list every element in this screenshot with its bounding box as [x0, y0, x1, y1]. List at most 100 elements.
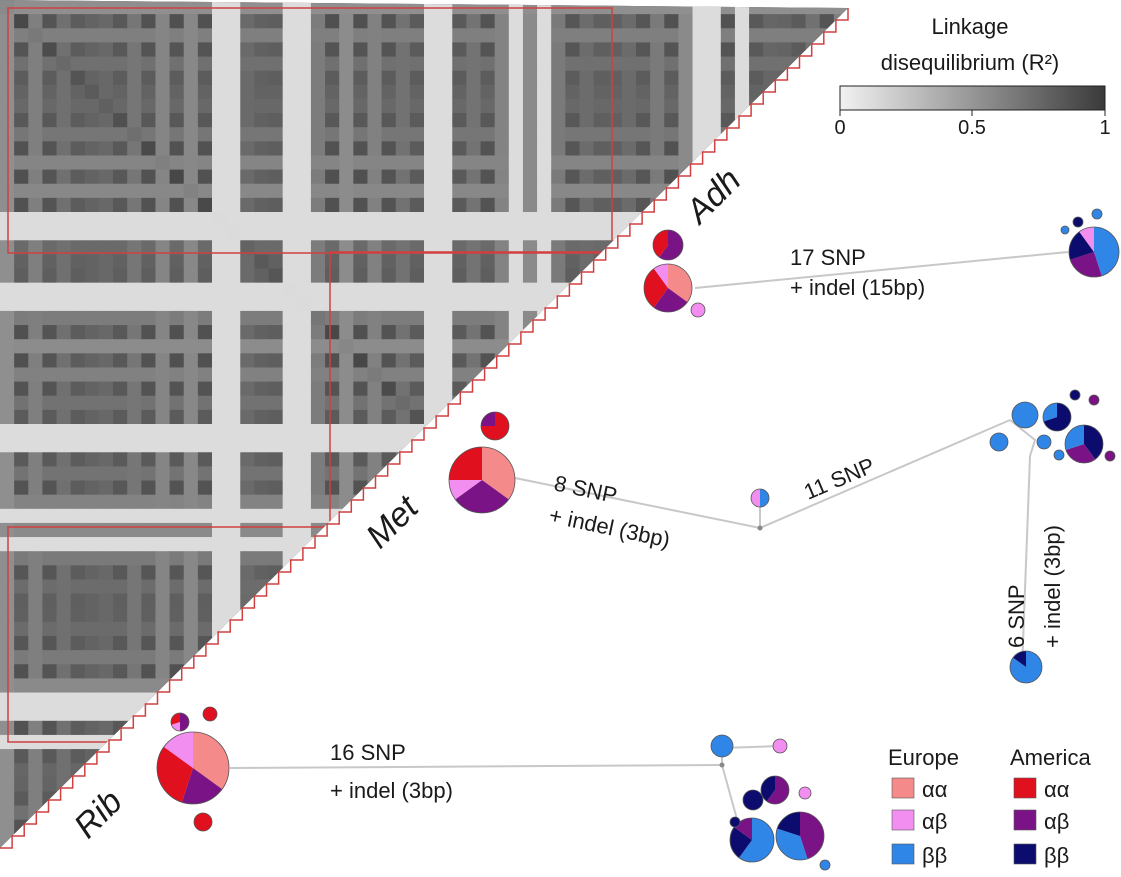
heatmap-cell: [197, 56, 213, 72]
heatmap-cell: [777, 197, 792, 213]
heatmap-cell: [56, 424, 72, 439]
heatmap-cell: [240, 819, 255, 835]
heatmap-cell: [409, 98, 425, 114]
heatmap-cell: [197, 268, 213, 284]
heatmap-cell: [692, 28, 708, 43]
heatmap-cell: [28, 14, 43, 29]
met-edge-down: [1009, 419, 1037, 671]
heatmap-cell: [565, 706, 580, 722]
heatmap-cell: [141, 720, 156, 736]
heatmap-cell: [650, 169, 665, 185]
heatmap-cell: [254, 282, 270, 298]
heatmap-cell: [84, 579, 100, 595]
heatmap-cell: [409, 282, 425, 298]
heatmap-cell: [127, 127, 142, 142]
heatmap-cell: [452, 339, 467, 354]
heatmap-cell: [395, 254, 411, 270]
heatmap-cell: [310, 353, 326, 368]
heatmap-cell: [310, 551, 326, 566]
heatmap-cell: [763, 805, 778, 821]
heatmap-cell: [791, 438, 807, 453]
heatmap-cell: [381, 763, 397, 778]
heatmap-cell: [537, 127, 552, 142]
heatmap-cell: [720, 409, 736, 425]
heatmap-cell: [466, 70, 482, 86]
heatmap-cell: [551, 664, 566, 679]
heatmap-cell: [367, 381, 383, 397]
heatmap-cell: [240, 14, 255, 29]
heatmap-cell: [522, 537, 538, 552]
heatmap-cell: [579, 678, 595, 694]
heatmap-cell: [113, 664, 128, 679]
heatmap-cell: [833, 409, 848, 425]
heatmap-cell: [720, 240, 736, 255]
heatmap-cell: [734, 141, 750, 156]
population-legend: Europe America αα αβ ββ αα αβ ββ: [888, 745, 1091, 868]
heatmap-cell: [325, 183, 340, 199]
heatmap-cell: [819, 650, 835, 665]
region-label-rib: Rib: [67, 783, 130, 846]
heatmap-cell: [141, 466, 156, 482]
heatmap-cell: [537, 113, 552, 128]
heatmap-cell: [636, 98, 651, 114]
heatmap-cell: [664, 621, 679, 637]
heatmap-cell: [367, 621, 383, 637]
heatmap-cell: [282, 833, 298, 848]
heatmap-cell: [551, 310, 566, 326]
heatmap-cell: [169, 197, 185, 213]
heatmap-cell: [692, 438, 708, 453]
haplotype-pie: [1069, 389, 1081, 401]
heatmap-cell: [438, 763, 453, 778]
heatmap-cell: [282, 28, 298, 43]
heatmap-cell: [197, 155, 213, 171]
heatmap-cell: [565, 819, 580, 835]
heatmap-cell: [14, 749, 29, 764]
heatmap-cell: [720, 42, 736, 58]
pie-outline: [729, 816, 741, 828]
heatmap-cell: [395, 353, 411, 368]
heatmap-cell: [381, 833, 397, 848]
heatmap-cell: [56, 438, 72, 453]
heatmap-cell: [494, 720, 510, 736]
heatmap-cell: [452, 720, 467, 736]
heatmap-cell: [84, 424, 100, 439]
heatmap-cell: [833, 636, 848, 651]
legend-europe-title: Europe: [888, 745, 959, 770]
haplotype-pie: [1064, 424, 1104, 464]
heatmap-cell: [424, 113, 439, 128]
heatmap-cell: [395, 282, 411, 298]
heatmap-cell: [664, 819, 679, 835]
heatmap-cell: [692, 0, 708, 15]
heatmap-cell: [833, 169, 848, 185]
heatmap-cell: [325, 494, 340, 510]
heatmap-cell: [141, 522, 156, 538]
heatmap-cell: [212, 819, 227, 835]
heatmap-cell: [98, 141, 114, 156]
heatmap-cell: [565, 409, 580, 425]
heatmap-cell: [240, 212, 255, 227]
heatmap-cell: [70, 636, 86, 651]
heatmap-cell: [452, 734, 467, 750]
heatmap-cell: [268, 42, 284, 58]
heatmap-cell: [353, 42, 368, 58]
heatmap-cell: [113, 593, 128, 609]
heatmap-cell: [636, 56, 651, 72]
heatmap-cell: [282, 240, 298, 255]
heatmap-cell: [367, 28, 383, 43]
heatmap-cell: [113, 84, 128, 100]
heatmap-cell: [692, 551, 708, 566]
heatmap-cell: [240, 763, 255, 778]
heatmap-cell: [480, 169, 496, 185]
haplotype-pie: [1068, 226, 1120, 278]
heatmap-cell: [791, 607, 807, 623]
heatmap-cell: [763, 28, 778, 43]
heatmap-cell: [14, 169, 29, 185]
heatmap-cell: [240, 508, 255, 524]
heatmap-cell: [409, 650, 425, 665]
heatmap-cell: [791, 339, 807, 354]
heatmap-cell: [226, 155, 241, 171]
heatmap-cell: [183, 621, 199, 637]
heatmap-cell: [551, 353, 566, 368]
heatmap-cell: [494, 706, 510, 722]
heatmap-cell: [14, 706, 29, 722]
